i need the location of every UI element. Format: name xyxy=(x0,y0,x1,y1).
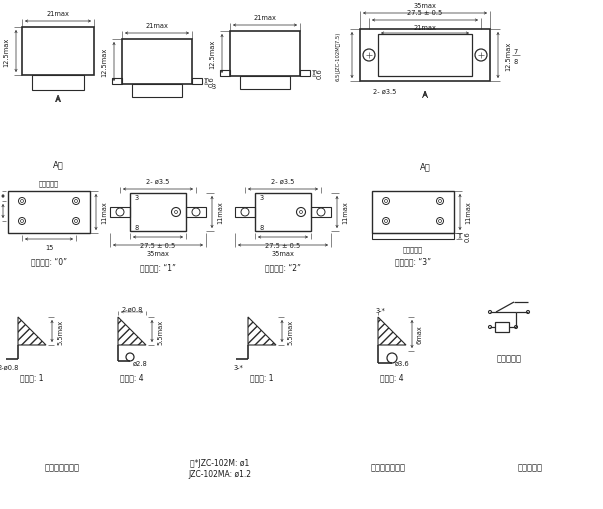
Text: 着色绝缘子: 着色绝缘子 xyxy=(403,246,423,253)
Text: JZC-102MA: ø1.2: JZC-102MA: ø1.2 xyxy=(189,470,251,478)
Text: 11max: 11max xyxy=(217,201,223,224)
Bar xyxy=(372,191,454,234)
Polygon shape xyxy=(18,318,46,345)
Bar xyxy=(495,322,509,332)
Text: 7: 7 xyxy=(514,49,518,55)
Text: 21max: 21max xyxy=(145,23,168,29)
Text: 35max: 35max xyxy=(271,250,294,257)
Text: 2- ø3.5: 2- ø3.5 xyxy=(373,89,397,95)
Text: 3: 3 xyxy=(260,194,264,201)
Text: 安装方式: “1”: 安装方式: “1” xyxy=(140,263,176,272)
Text: 底视电路图: 底视电路图 xyxy=(496,354,522,363)
Bar xyxy=(300,71,310,77)
Text: 5.5max: 5.5max xyxy=(287,319,293,344)
Bar xyxy=(255,193,311,232)
Text: 2- ø3.5: 2- ø3.5 xyxy=(271,179,295,185)
Text: A: A xyxy=(55,94,61,103)
Text: 安装方式: “0”: 安装方式: “0” xyxy=(31,257,67,266)
Bar xyxy=(360,30,490,82)
Text: 35max: 35max xyxy=(147,250,169,257)
Text: 5.5max: 5.5max xyxy=(57,319,63,344)
Bar xyxy=(311,208,331,217)
Text: 3-*: 3-* xyxy=(233,364,243,370)
Bar xyxy=(8,191,90,234)
Text: 注*JZC-102M: ø1: 注*JZC-102M: ø1 xyxy=(191,459,250,468)
Text: 21max: 21max xyxy=(46,11,69,17)
Bar xyxy=(235,208,255,217)
Text: 安装方式: “2”: 安装方式: “2” xyxy=(265,263,301,272)
Text: 插针式: 1: 插针式: 1 xyxy=(250,373,274,382)
Text: 2-ø0.8: 2-ø0.8 xyxy=(121,306,143,313)
Text: 8: 8 xyxy=(260,224,264,231)
Text: 27.5 ± 0.5: 27.5 ± 0.5 xyxy=(408,10,443,16)
Text: 2- ø3.5: 2- ø3.5 xyxy=(147,179,169,185)
Text: 底视电路图: 底视电路图 xyxy=(517,463,543,471)
Text: 35max: 35max xyxy=(414,3,437,9)
Text: 11max: 11max xyxy=(465,201,471,224)
Bar xyxy=(122,40,192,85)
Text: A向: A向 xyxy=(420,162,431,171)
Text: 焊鑂式: 4: 焊鑂式: 4 xyxy=(120,373,144,382)
Text: 线圈引出端型式: 线圈引出端型式 xyxy=(45,463,80,471)
Text: 安装方式: “3”: 安装方式: “3” xyxy=(395,257,431,266)
Text: 12.5max: 12.5max xyxy=(101,48,107,77)
Text: 8: 8 xyxy=(135,224,139,231)
Bar xyxy=(110,208,130,217)
Text: 6.5(JZC-102M为7.5): 6.5(JZC-102M为7.5) xyxy=(335,31,341,80)
Text: 0.6: 0.6 xyxy=(317,69,323,79)
Bar xyxy=(130,193,186,232)
Text: 0.6: 0.6 xyxy=(209,76,215,87)
Bar xyxy=(240,77,290,90)
Bar xyxy=(32,76,84,91)
Text: 27.5 ± 0.5: 27.5 ± 0.5 xyxy=(265,242,301,248)
Polygon shape xyxy=(118,318,146,345)
Text: 15: 15 xyxy=(45,244,53,250)
Bar xyxy=(372,234,454,240)
Text: 5.5max: 5.5max xyxy=(157,319,163,344)
Text: A: A xyxy=(422,91,428,100)
Text: 27.5 ± 0.5: 27.5 ± 0.5 xyxy=(140,242,175,248)
Bar xyxy=(192,79,202,85)
Bar xyxy=(186,208,206,217)
Text: 6max: 6max xyxy=(417,325,423,344)
Polygon shape xyxy=(378,318,406,345)
Bar xyxy=(230,32,300,77)
Text: A向: A向 xyxy=(52,160,63,169)
Text: 焊鑂式: 4: 焊鑂式: 4 xyxy=(380,373,404,382)
Bar xyxy=(378,35,472,77)
Text: 12.5max: 12.5max xyxy=(3,37,9,67)
Bar xyxy=(132,85,182,98)
Text: ø3.6: ø3.6 xyxy=(395,360,409,366)
Text: 3: 3 xyxy=(135,194,139,201)
Text: 12.5max: 12.5max xyxy=(209,40,215,69)
Text: ø2.8: ø2.8 xyxy=(133,360,147,366)
Bar xyxy=(112,79,122,85)
Text: 11max: 11max xyxy=(101,201,107,224)
Text: 触点引出端型式: 触点引出端型式 xyxy=(370,463,405,471)
Text: 21max: 21max xyxy=(414,25,437,31)
Text: 3-*: 3-* xyxy=(375,307,385,314)
Text: 8: 8 xyxy=(514,59,518,65)
Text: 21max: 21max xyxy=(254,15,276,21)
Text: 12.5max: 12.5max xyxy=(505,41,511,70)
Text: 0.6: 0.6 xyxy=(465,231,471,242)
Text: 2-ø0.8: 2-ø0.8 xyxy=(0,364,19,370)
Text: 11max: 11max xyxy=(342,201,348,224)
Text: 3: 3 xyxy=(212,84,216,90)
Text: 插针式: 1: 插针式: 1 xyxy=(21,373,44,382)
Bar xyxy=(22,28,94,76)
Polygon shape xyxy=(248,318,276,345)
Bar xyxy=(220,71,230,77)
Text: 着色绝缘子: 着色绝缘子 xyxy=(39,180,59,187)
